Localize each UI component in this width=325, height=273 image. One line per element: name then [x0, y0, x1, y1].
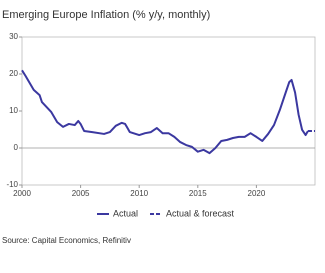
source-note: Source: Capital Economics, Refinitiv: [2, 236, 131, 245]
x-tick-label: 2010: [130, 189, 148, 198]
y-tick-label: 10: [9, 106, 18, 115]
x-tick-label: 2005: [72, 189, 90, 198]
chart-title: Emerging Europe Inflation (% y/y, monthl…: [2, 9, 210, 21]
x-tick-label: 2000: [13, 189, 31, 198]
x-tick-label: 2015: [189, 189, 207, 198]
data-line: [21, 69, 309, 155]
legend-label: Actual: [113, 208, 138, 218]
y-tick-label: 20: [9, 69, 18, 78]
y-tick-label: 0: [14, 143, 19, 152]
legend-label: Actual & forecast: [166, 208, 235, 218]
plot-frame: [21, 36, 316, 186]
y-tick-label: -10: [6, 180, 18, 189]
y-tick-label: 30: [9, 32, 18, 41]
x-tick-label: 2020: [248, 189, 266, 198]
